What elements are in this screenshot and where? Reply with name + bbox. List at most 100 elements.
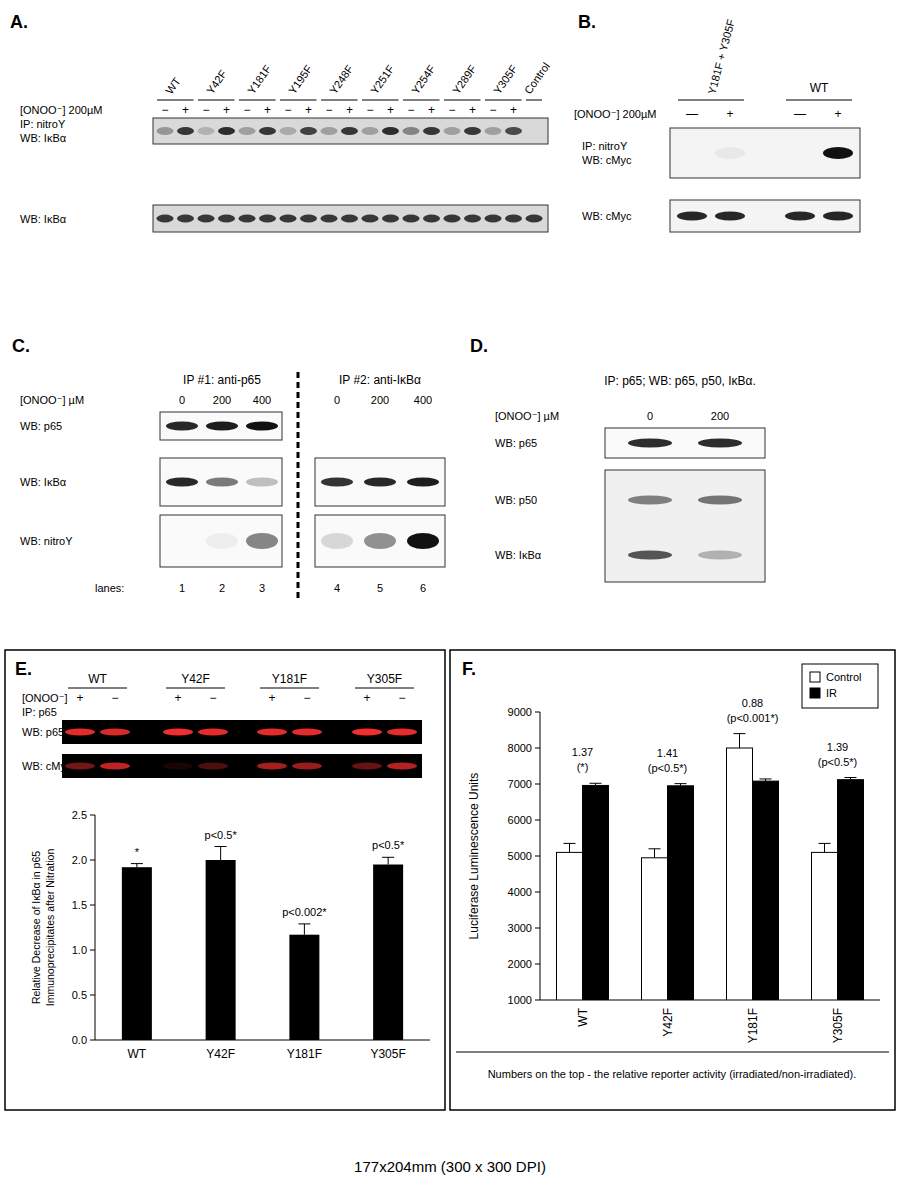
sign: — bbox=[794, 107, 806, 121]
sign: − bbox=[284, 103, 291, 117]
error-bar bbox=[760, 779, 772, 781]
band bbox=[300, 127, 317, 135]
band bbox=[715, 212, 745, 221]
x-tick-label: Y42F bbox=[206, 1047, 235, 1061]
band bbox=[785, 212, 815, 221]
lane-overline bbox=[260, 688, 319, 689]
bars bbox=[122, 847, 403, 1041]
annotation: * bbox=[135, 846, 140, 858]
sign: + bbox=[387, 103, 394, 117]
sign: + bbox=[346, 103, 353, 117]
lane-overline bbox=[678, 100, 744, 101]
blot-label: WB: IκBα bbox=[20, 132, 67, 144]
lane-overline bbox=[362, 100, 399, 101]
error-bar bbox=[675, 784, 687, 786]
y-tick-label: 9000 bbox=[508, 706, 532, 718]
y-tick-label: 7000 bbox=[508, 778, 532, 790]
error-cap bbox=[845, 777, 857, 778]
error-cap bbox=[131, 863, 143, 864]
band bbox=[166, 533, 198, 549]
error-bar bbox=[845, 778, 857, 780]
band bbox=[246, 533, 278, 549]
panel-label: B. bbox=[578, 12, 596, 32]
lane-number: 2 bbox=[219, 582, 225, 594]
blot-label: IP: nitroY bbox=[582, 140, 628, 152]
error-cap bbox=[675, 783, 687, 784]
dose: 0 bbox=[647, 410, 653, 422]
treatment-label: [ONOO⁻] 200µM bbox=[20, 104, 102, 116]
blot-frame bbox=[153, 118, 548, 144]
band bbox=[321, 215, 338, 223]
band bbox=[364, 478, 396, 487]
bar bbox=[812, 852, 838, 1000]
x-tick-label: Y181F bbox=[287, 1047, 322, 1061]
sign: − bbox=[209, 691, 216, 705]
lane-overline bbox=[786, 100, 852, 101]
sign: − bbox=[366, 103, 373, 117]
sign: + bbox=[428, 103, 435, 117]
legend-label: IR bbox=[826, 687, 837, 699]
blot-label: WB: IκBα bbox=[495, 549, 542, 561]
error-cap bbox=[819, 843, 831, 844]
band bbox=[239, 215, 256, 223]
y-tick-label: 8000 bbox=[508, 742, 532, 754]
band bbox=[246, 478, 278, 487]
dose: 200 bbox=[711, 410, 729, 422]
band bbox=[321, 533, 353, 549]
error-bar bbox=[382, 857, 394, 864]
blot-frame bbox=[605, 470, 765, 582]
lane-label: Y181F + Y305F bbox=[705, 18, 737, 96]
band bbox=[382, 215, 399, 223]
band bbox=[505, 215, 522, 223]
panel-label: D. bbox=[470, 336, 488, 356]
band bbox=[352, 729, 382, 736]
error-bar bbox=[649, 849, 661, 858]
bar bbox=[289, 935, 319, 1040]
band bbox=[823, 212, 853, 221]
band bbox=[341, 127, 358, 135]
blot-frame bbox=[605, 428, 765, 458]
blot-label: WB: IκBα bbox=[20, 476, 67, 488]
lane-label: Y181F bbox=[245, 62, 274, 96]
ip-label: IP: p65 bbox=[22, 706, 57, 718]
y-tick bbox=[535, 820, 540, 821]
band bbox=[628, 496, 672, 505]
band bbox=[163, 729, 193, 736]
lane-label: Y254F bbox=[409, 62, 438, 96]
band bbox=[198, 127, 215, 135]
dose: 200 bbox=[371, 394, 389, 406]
error-cap bbox=[734, 733, 746, 734]
dose: 400 bbox=[253, 394, 271, 406]
band bbox=[280, 127, 297, 135]
y-axis-label: Immunoprecipitates after Nitration bbox=[44, 849, 56, 1007]
y-axis bbox=[95, 815, 96, 1040]
band bbox=[198, 215, 215, 223]
bars bbox=[557, 734, 864, 1000]
band bbox=[157, 127, 174, 135]
sign: + bbox=[76, 691, 83, 705]
band bbox=[352, 763, 382, 770]
x-tick-label: Y42F bbox=[661, 1008, 675, 1037]
band bbox=[292, 729, 322, 736]
annotation: (p<0.001*) bbox=[727, 712, 779, 724]
sign: − bbox=[303, 691, 310, 705]
error-stem bbox=[388, 857, 389, 864]
bar bbox=[206, 860, 236, 1040]
sign: − bbox=[407, 103, 414, 117]
y-tick bbox=[535, 784, 540, 785]
x-tick-label: WT bbox=[576, 1007, 590, 1026]
footnote: Numbers on the top - the relative report… bbox=[488, 1068, 857, 1080]
error-stem bbox=[824, 843, 825, 852]
band bbox=[259, 127, 276, 135]
band bbox=[387, 763, 417, 770]
bar bbox=[642, 858, 668, 1000]
panel-frame bbox=[5, 650, 445, 1110]
dose: 400 bbox=[414, 394, 432, 406]
band bbox=[698, 551, 742, 560]
sign: + bbox=[726, 107, 733, 121]
band bbox=[698, 496, 742, 505]
y-tick-label: 5000 bbox=[508, 850, 532, 862]
lane-label: Y195F bbox=[286, 62, 315, 96]
band bbox=[444, 127, 461, 135]
divider bbox=[297, 372, 300, 600]
